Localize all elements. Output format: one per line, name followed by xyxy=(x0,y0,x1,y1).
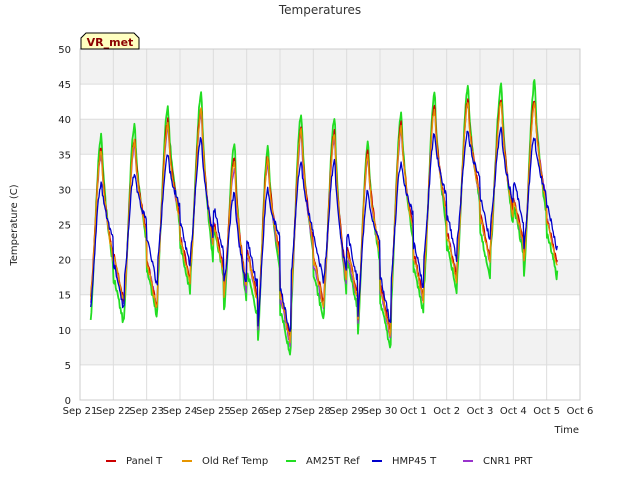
y-axis-label: Temperature (C) xyxy=(9,184,20,266)
x-tick-label: Sep 22 xyxy=(96,406,131,417)
legend-entry: HMP45 T xyxy=(392,456,437,467)
x-tick-label: Oct 6 xyxy=(567,406,594,417)
y-tick-label: 30 xyxy=(58,185,71,196)
x-tick-label: Oct 1 xyxy=(400,406,427,417)
y-tick-label: 35 xyxy=(58,150,71,161)
legend-entry: CNR1 PRT xyxy=(483,456,533,467)
x-tick-label: Sep 26 xyxy=(229,406,264,417)
legend-entry: AM25T Ref xyxy=(306,456,360,467)
legend: Panel T Old Ref Temp AM25T Ref HMP45 T CNR1 … xyxy=(106,456,533,467)
x-tick-label: Sep 30 xyxy=(363,406,398,417)
legend-entry: Old Ref Temp xyxy=(202,456,268,467)
x-tick-label: Sep 29 xyxy=(329,406,364,417)
x-tick-label: Sep 25 xyxy=(196,406,231,417)
x-tick-label: Sep 28 xyxy=(296,406,331,417)
badge-label: VR_met xyxy=(87,36,134,49)
x-tick-label: Oct 2 xyxy=(433,406,460,417)
y-tick-label: 5 xyxy=(65,361,71,372)
band-15-20 xyxy=(80,259,580,295)
vr-met-badge: VR_met xyxy=(80,32,140,50)
y-tick-label: 25 xyxy=(58,221,71,232)
y-tick-label: 10 xyxy=(58,326,71,337)
x-tick-label: Sep 21 xyxy=(63,406,98,417)
legend-entry: Panel T xyxy=(126,456,163,467)
x-tick-label: Sep 27 xyxy=(263,406,298,417)
y-tick-label: 50 xyxy=(58,45,71,56)
y-axis-ticks: 0 5 10 15 20 25 30 35 40 45 50 xyxy=(58,45,71,407)
band-45-50 xyxy=(80,49,580,85)
x-tick-label: Sep 24 xyxy=(163,406,198,417)
series-line-hmp45-t xyxy=(90,126,558,333)
plot-frame xyxy=(79,48,581,401)
y-tick-label: 45 xyxy=(58,80,71,91)
y-tick-label: 0 xyxy=(65,396,71,407)
y-tick-label: 40 xyxy=(58,115,71,126)
y-tick-label: 15 xyxy=(58,291,71,302)
badge-shape xyxy=(80,32,140,50)
x-tick-label: Oct 3 xyxy=(467,406,494,417)
x-tick-label: Sep 23 xyxy=(129,406,164,417)
x-tick-label: Oct 4 xyxy=(500,406,527,417)
chart-title: Temperatures xyxy=(278,3,361,17)
x-tick-label: Oct 5 xyxy=(533,406,560,417)
x-axis-label: Time xyxy=(554,425,579,436)
series-lines xyxy=(89,79,559,356)
y-tick-label: 20 xyxy=(58,256,71,267)
band-5-10 xyxy=(80,329,580,365)
